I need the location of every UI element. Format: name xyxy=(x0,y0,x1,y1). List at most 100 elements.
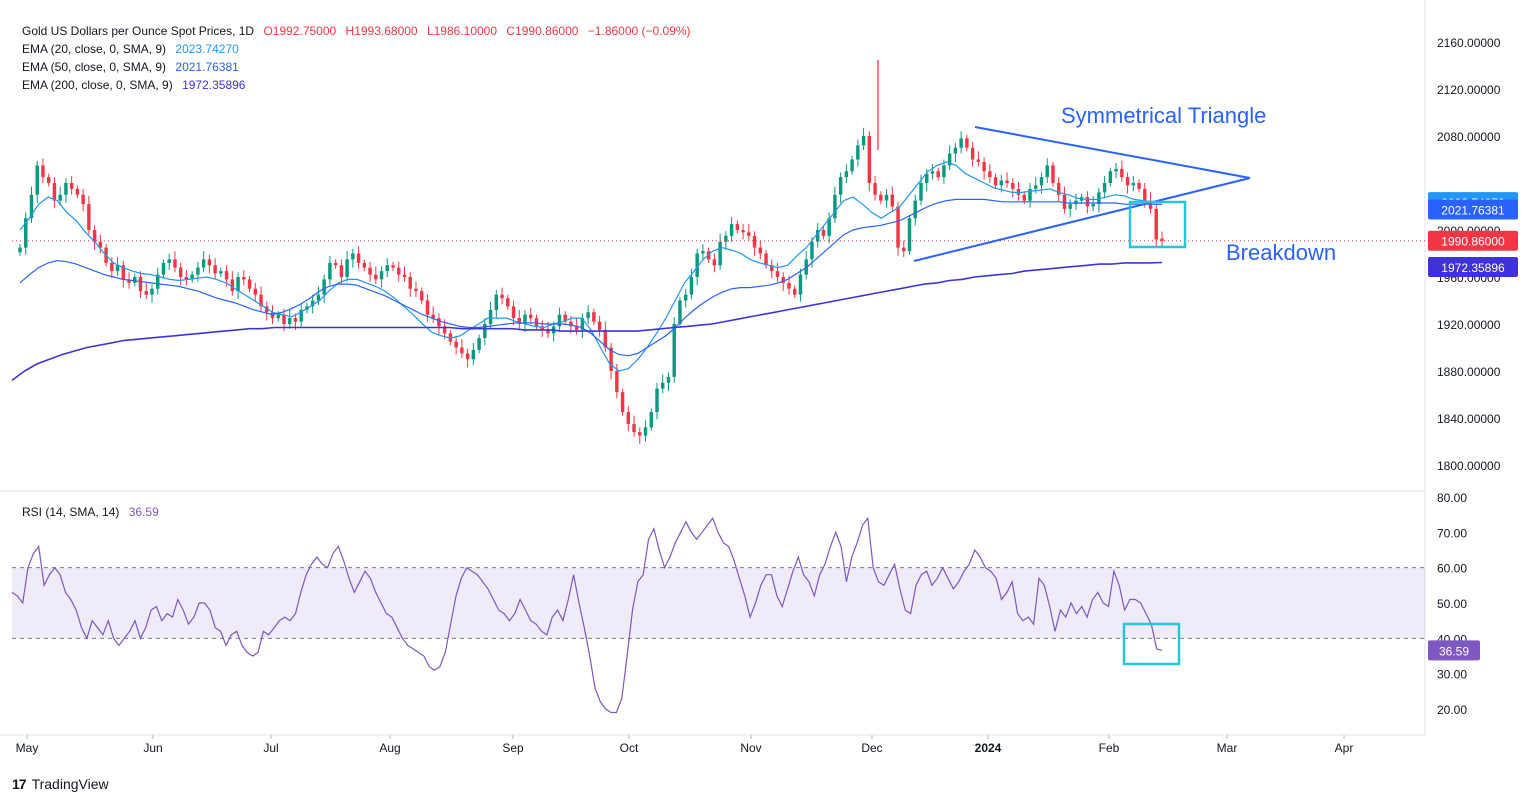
candle-body xyxy=(1102,183,1107,193)
price-tick-label: 2080.00000 xyxy=(1437,130,1501,144)
candle-body xyxy=(993,177,998,186)
time-tick-label: Jul xyxy=(263,741,278,755)
low-value: L1986.10000 xyxy=(426,24,498,38)
ema20-legend[interactable]: EMA (20, close, 0, SMA, 9) 2023.74270 xyxy=(22,40,239,58)
candle-body xyxy=(861,136,866,146)
candle-body xyxy=(615,371,619,393)
breakdown-annotation[interactable]: Breakdown xyxy=(1226,240,1337,265)
ema50-value: 2021.76381 xyxy=(175,60,239,74)
symbol-legend[interactable]: Gold US Dollars per Ounce Spot Prices, 1… xyxy=(22,22,691,40)
footer-brand[interactable]: 17 TradingView xyxy=(12,776,109,792)
candle-body xyxy=(689,277,694,295)
ema20-label: EMA (20, close, 0, SMA, 9) xyxy=(22,42,167,56)
candle-body xyxy=(827,218,831,236)
candle-body xyxy=(24,218,28,248)
candle-body xyxy=(603,329,608,348)
time-tick-label: May xyxy=(16,741,39,755)
candle-body xyxy=(953,147,958,154)
candle-body xyxy=(752,235,757,248)
candle-body xyxy=(867,136,872,183)
brand-name: TradingView xyxy=(31,776,109,792)
candle-body xyxy=(540,326,544,330)
candle-body xyxy=(781,277,785,283)
candle-body xyxy=(328,262,332,280)
candle-body xyxy=(1051,165,1055,183)
price-tick-label: 2120.00000 xyxy=(1437,83,1501,97)
ema50-legend[interactable]: EMA (50, close, 0, SMA, 9) 2021.76381 xyxy=(22,58,239,76)
triangle-annotation[interactable]: Symmetrical Triangle xyxy=(1061,103,1267,128)
candle-body xyxy=(374,274,378,280)
candle-body xyxy=(425,300,430,315)
candle-body xyxy=(299,309,303,322)
candle-body xyxy=(609,347,613,371)
candle-body xyxy=(988,171,992,178)
ema-line-200 xyxy=(11,261,1163,382)
candle-body xyxy=(35,165,39,195)
candle-body xyxy=(121,265,126,280)
rsi-tick-label: 80.00 xyxy=(1437,491,1467,505)
candle-body xyxy=(494,294,499,310)
candle-body xyxy=(506,298,510,307)
candle-body xyxy=(402,274,407,277)
candle-body xyxy=(896,206,900,248)
candle-body xyxy=(930,171,935,174)
candle-body xyxy=(282,314,286,324)
candle-body xyxy=(999,180,1004,186)
candle-body xyxy=(213,265,217,274)
rsi-tag xyxy=(1428,640,1480,661)
ema-line-50 xyxy=(19,198,1163,357)
time-tick-label: Aug xyxy=(379,741,400,755)
time-tick-label: Oct xyxy=(620,741,639,755)
price-tag-label: 1972.35896 xyxy=(1441,261,1505,275)
candle-body xyxy=(913,200,917,219)
rsi-legend-value: 36.59 xyxy=(128,505,159,519)
candle-body xyxy=(437,318,441,327)
candle-body xyxy=(597,321,602,330)
candle-body xyxy=(844,171,849,178)
candle-body xyxy=(523,314,527,324)
price-tick-label: 2160.00000 xyxy=(1437,36,1501,50)
candle-body xyxy=(787,282,791,289)
price-tag xyxy=(1428,199,1518,220)
rsi-label: RSI (14, SMA, 14) xyxy=(22,505,120,519)
ema200-value: 1972.35896 xyxy=(182,78,246,92)
candle-body xyxy=(115,265,120,272)
candle-body xyxy=(460,347,464,354)
rsi-tick-label: 70.00 xyxy=(1437,526,1467,540)
candle-body xyxy=(1011,183,1015,189)
candle-body xyxy=(259,294,263,307)
candle-body xyxy=(156,274,160,289)
candle-body xyxy=(649,412,653,428)
candle-body xyxy=(1137,183,1141,189)
candle-body xyxy=(46,177,51,183)
rsi-tag-label: 36.59 xyxy=(1439,644,1469,658)
candle-body xyxy=(230,279,235,292)
close-value: C1990.86000 xyxy=(506,24,579,38)
candle-body xyxy=(592,312,596,322)
candle-body xyxy=(1131,183,1136,186)
candle-body xyxy=(98,241,103,248)
candle-body xyxy=(1074,200,1078,205)
candle-body xyxy=(293,318,298,322)
candle-body xyxy=(959,138,963,148)
price-tick-label: 1840.00000 xyxy=(1437,412,1501,426)
ema200-legend[interactable]: EMA (200, close, 0, SMA, 9) 1972.35896 xyxy=(22,76,245,94)
candle-body xyxy=(563,314,567,322)
candle-body xyxy=(167,259,171,263)
candle-body xyxy=(454,341,458,348)
candle-body xyxy=(339,265,344,277)
candle-body xyxy=(529,314,533,319)
candle-body xyxy=(1125,177,1130,186)
rsi-legend[interactable]: RSI (14, SMA, 14) 36.59 xyxy=(22,503,159,521)
triangle-upper-line xyxy=(974,126,1251,179)
candle-body xyxy=(419,291,424,301)
candle-body xyxy=(161,262,166,275)
candle-body xyxy=(29,194,34,219)
candle-body xyxy=(1039,177,1044,186)
candle-body xyxy=(488,309,493,324)
candle-body xyxy=(471,349,476,360)
candle-body xyxy=(936,171,940,178)
candle-body xyxy=(638,432,642,436)
